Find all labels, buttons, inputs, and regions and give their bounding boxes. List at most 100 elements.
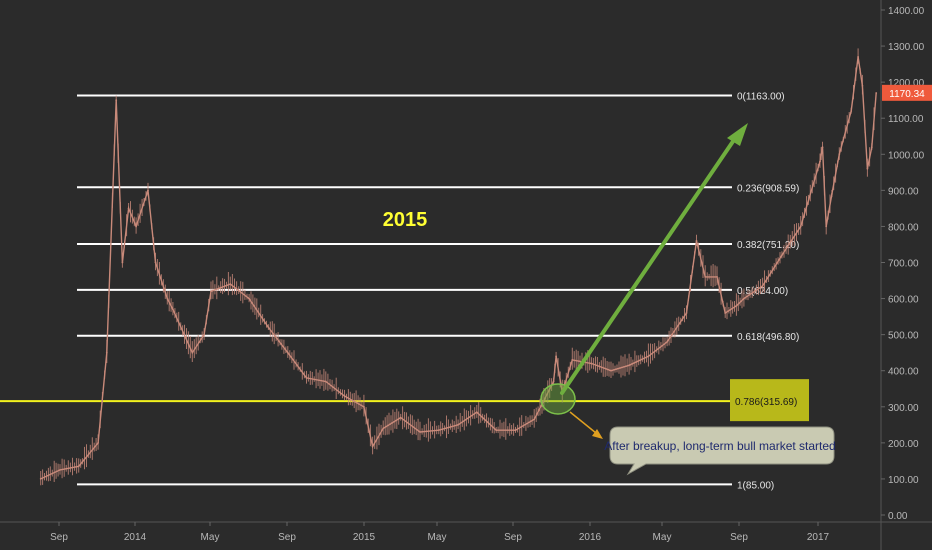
bull-trend-arrow-shaft (560, 132, 740, 395)
price-point-4 (105, 351, 108, 354)
y-tick-label-0: 1400.00 (888, 6, 925, 17)
x-tick-label-4: 2015 (353, 532, 376, 543)
y-tick-label-12: 200.00 (888, 439, 919, 450)
price-point-50 (761, 285, 764, 287)
y-tick-label-1: 1300.00 (888, 42, 925, 53)
price-point-5 (115, 99, 118, 102)
price-point-45 (704, 276, 707, 278)
price-point-27 (419, 431, 421, 433)
price-point-18 (267, 326, 270, 329)
fib-label-6: 1(85.00) (737, 480, 774, 491)
breakout-highlight (540, 383, 576, 415)
bull-trend-arrow-head (727, 123, 748, 146)
y-tick-label-11: 300.00 (888, 403, 919, 414)
price-point-63 (875, 92, 878, 94)
fib-label-2: 0.382(751.20) (737, 240, 799, 251)
price-point-46 (716, 276, 718, 278)
x-tick-label-0: Sep (50, 532, 68, 543)
x-tick-label-10: 2017 (807, 532, 830, 543)
price-point-32 (514, 429, 517, 432)
price-point-48 (735, 304, 738, 307)
price-point-38 (590, 362, 593, 365)
x-tick-label-8: May (653, 532, 672, 543)
last-price-badge (882, 84, 932, 101)
price-series-line-0 (40, 56, 877, 480)
annotation-layer: 2015 After breakup, long-term bull marke… (383, 123, 836, 476)
last-price-label: 1170.34 (889, 89, 925, 100)
x-tick-label-7: 2016 (579, 532, 602, 543)
price-point-25 (382, 427, 385, 430)
price-point-28 (437, 429, 440, 432)
x-tick-label-2: May (201, 532, 220, 543)
fib-highlight-box-5 (730, 379, 809, 422)
chart-title: 2015 (383, 209, 428, 231)
price-point-42 (666, 341, 668, 343)
fib-label-1: 0.236(908.59) (737, 183, 799, 194)
price-point-9 (147, 189, 149, 192)
y-tick-label-2: 1200.00 (888, 78, 925, 89)
price-point-30 (475, 411, 478, 414)
price-point-2 (77, 465, 80, 468)
price-point-16 (229, 283, 232, 285)
y-tick-label-13: 100.00 (888, 475, 919, 486)
price-point-41 (647, 355, 650, 358)
callout-arrow-head (592, 429, 603, 439)
fib-label-4: 0.618(496.80) (737, 332, 799, 343)
price-point-19 (286, 351, 289, 354)
y-tick-label-3: 1100.00 (888, 114, 924, 125)
price-point-61 (866, 167, 869, 170)
price-point-35 (555, 355, 557, 358)
price-point-58 (850, 110, 853, 112)
price-point-59 (857, 56, 859, 58)
price-point-7 (127, 207, 130, 210)
fib-label-5: 0.786(315.69) (735, 397, 797, 408)
price-layer (39, 48, 878, 486)
price-point-13 (191, 351, 194, 354)
y-tick-label-8: 600.00 (888, 295, 919, 306)
price-point-22 (343, 395, 346, 397)
price-point-12 (172, 308, 174, 311)
y-tick-label-14: 0.00 (888, 511, 908, 522)
price-point-23 (363, 405, 365, 408)
callout-bubble (609, 426, 835, 476)
x-tick-label-1: 2014 (124, 532, 147, 543)
price-point-29 (457, 423, 459, 426)
price-point-10 (154, 261, 157, 264)
price-point-54 (821, 146, 824, 149)
price-point-21 (324, 380, 327, 383)
price-point-24 (371, 445, 374, 448)
y-tick-label-9: 500.00 (888, 331, 919, 342)
price-point-51 (781, 254, 783, 257)
price-point-39 (610, 369, 612, 372)
y-tick-label-6: 800.00 (888, 222, 919, 233)
price-point-52 (799, 225, 802, 228)
price-point-53 (819, 160, 821, 163)
x-tick-label-6: Sep (504, 532, 522, 543)
price-point-49 (743, 297, 745, 300)
price-point-47 (724, 312, 727, 314)
price-point-57 (838, 153, 841, 156)
price-point-34 (552, 380, 555, 383)
fib-layer: 0(1163.00)0.236(908.59)0.382(751.20)0.5(… (0, 91, 809, 491)
axes-layer: 1400.00 1300.00 1200.00 1100.00 1000.00 900.0… (50, 6, 932, 543)
price-point-56 (831, 193, 833, 195)
y-tick-label-4: 1000.00 (888, 150, 925, 161)
price-point-55 (825, 225, 828, 228)
price-point-0 (39, 478, 42, 480)
x-tick-label-5: May (428, 532, 447, 543)
price-point-40 (628, 364, 630, 367)
price-point-62 (870, 146, 873, 149)
price-point-11 (166, 297, 169, 300)
price-point-3 (97, 442, 99, 444)
price-point-8 (135, 225, 138, 228)
price-point-43 (685, 312, 688, 314)
x-tick-label-3: Sep (278, 532, 296, 543)
price-point-1 (59, 469, 61, 471)
x-tick-label-9: Sep (730, 532, 748, 543)
price-point-26 (399, 416, 402, 419)
price-point-6 (121, 261, 124, 264)
price-point-15 (210, 290, 212, 293)
price-point-37 (571, 359, 574, 361)
